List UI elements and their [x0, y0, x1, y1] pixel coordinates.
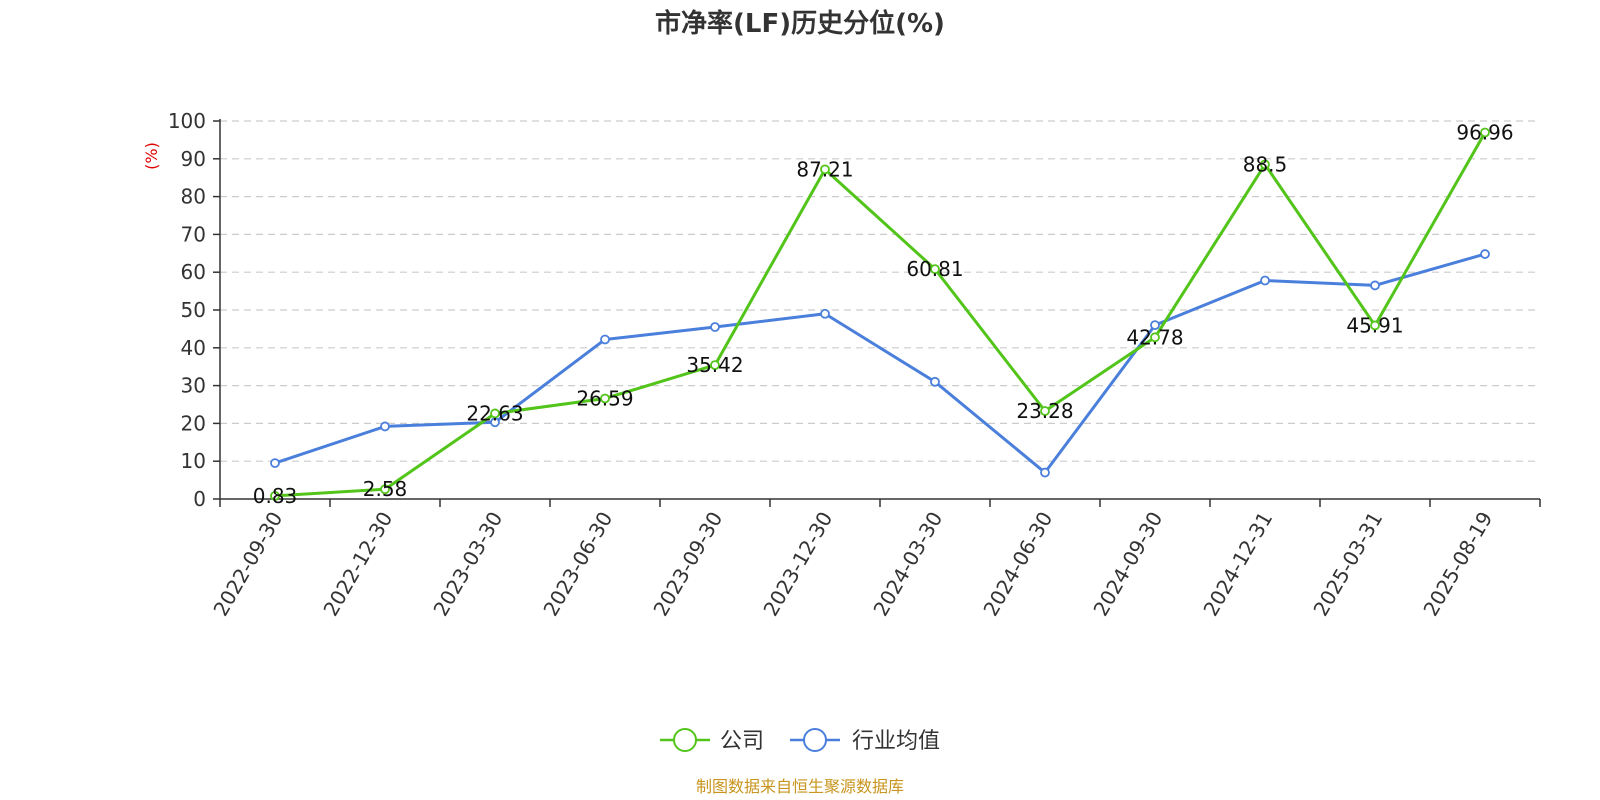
- x-tick-label: 2024-03-30: [868, 508, 947, 621]
- data-label: 96.96: [1456, 120, 1513, 144]
- x-tick-labels: 2022-09-30 2022-12-30 2023-03-30 2023-06-30…: [208, 508, 1497, 621]
- y-tick-label: 50: [181, 298, 206, 322]
- data-point: [710, 322, 720, 332]
- data-point: [1480, 249, 1490, 259]
- y-axis-unit: (%): [142, 142, 161, 170]
- axes: [213, 119, 1541, 507]
- x-tick-label: 2023-12-30: [758, 508, 837, 621]
- y-tick-label: 90: [181, 147, 206, 171]
- data-label: 87.21: [796, 157, 853, 181]
- x-tick-label: 2023-09-30: [648, 508, 727, 621]
- grid-lines: [220, 120, 1540, 462]
- series-line: [274, 131, 1487, 498]
- data-point: [1370, 320, 1380, 331]
- data-labels: 0.83 2.58 22.63 26.59 35.42 87.21 60.81 23.28 42…: [253, 120, 1514, 507]
- data-point: [600, 334, 610, 345]
- y-tick-label: 80: [181, 185, 206, 209]
- data-point: [930, 264, 940, 275]
- y-tick-label: 70: [181, 222, 206, 246]
- series-line: [274, 252, 1486, 475]
- x-tick-label: 2023-03-30: [428, 508, 507, 621]
- data-label: 60.81: [906, 257, 963, 281]
- x-tick-label: 2024-12-31: [1198, 508, 1277, 621]
- legend-label: 公司: [720, 729, 764, 754]
- y-tick-label: 30: [181, 374, 206, 398]
- data-point: [1040, 467, 1050, 478]
- x-tick-label: 2023-06-30: [538, 508, 617, 621]
- data-point: [930, 376, 940, 387]
- data-point: [1370, 280, 1380, 291]
- y-tick-label: 60: [181, 260, 206, 284]
- data-point: [820, 308, 830, 319]
- legend-marker: [673, 728, 697, 752]
- y-tick-label: 100: [168, 109, 206, 133]
- x-tick-label: 2024-09-30: [1088, 508, 1167, 621]
- data-label: 0.83: [253, 484, 298, 508]
- x-tick-label: 2024-06-30: [978, 508, 1057, 621]
- data-point: [820, 164, 830, 175]
- data-point: [1040, 406, 1050, 416]
- data-label: 2.58: [363, 477, 408, 501]
- data-label: 35.42: [686, 353, 743, 377]
- y-tick-label: 0: [193, 487, 206, 511]
- data-label: 23.28: [1016, 399, 1073, 423]
- y-tick-label: 40: [181, 336, 206, 360]
- source-note: 制图数据来自恒生聚源数据库: [696, 777, 904, 796]
- x-tick-label: 2025-08-19: [1418, 508, 1497, 621]
- data-point: [1150, 320, 1160, 331]
- data-label: 22.63: [466, 401, 523, 425]
- chart-title: 市净率(LF)历史分位(%): [655, 8, 945, 39]
- x-tick-label: 2025-03-31: [1308, 508, 1387, 621]
- data-point: [1150, 332, 1160, 343]
- data-point: [1260, 275, 1270, 286]
- y-tick-labels: 0 10 20 30 40 50 60 70 80 90 100: [168, 109, 206, 511]
- legend: 公司 行业均值: [660, 728, 940, 754]
- legend-marker: [803, 728, 827, 752]
- y-tick-label: 20: [181, 411, 206, 435]
- data-point: [1260, 159, 1270, 170]
- data-point: [710, 360, 720, 371]
- legend-label: 行业均值: [852, 729, 940, 754]
- series-group: [270, 127, 1490, 501]
- x-tick-label: 2022-12-30: [318, 508, 397, 621]
- data-point: [270, 490, 280, 501]
- y-tick-label: 10: [181, 449, 206, 473]
- data-label: 26.59: [576, 386, 633, 410]
- data-point: [270, 458, 280, 468]
- data-point: [380, 421, 390, 432]
- data-point: [490, 408, 500, 419]
- data-label: 88.5: [1243, 152, 1288, 176]
- x-tick-label: 2022-09-30: [208, 508, 287, 621]
- data-label: 42.78: [1126, 325, 1183, 349]
- data-point: [600, 393, 610, 404]
- data-label: 45.91: [1346, 313, 1403, 337]
- data-point: [1480, 127, 1490, 138]
- data-point: [380, 484, 390, 495]
